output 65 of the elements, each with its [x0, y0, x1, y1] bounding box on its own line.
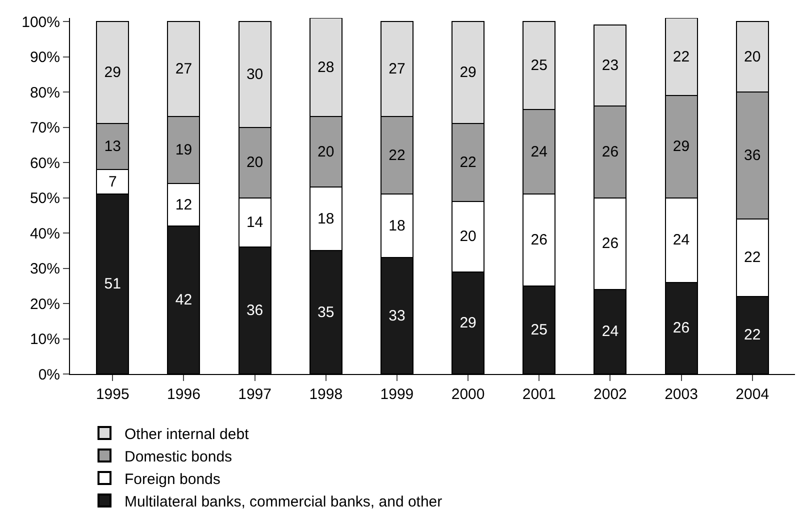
y-tick-label: 60% — [30, 154, 60, 172]
data-label: 23 — [602, 57, 619, 74]
data-label: 35 — [318, 304, 334, 321]
data-label: 36 — [744, 146, 761, 164]
data-label: 20 — [744, 48, 761, 66]
x-tick-label: 1998 — [309, 386, 343, 403]
x-tick-label: 2000 — [451, 386, 485, 403]
data-label: 36 — [246, 302, 264, 320]
x-tick-label: 1999 — [380, 386, 414, 403]
data-label: 24 — [672, 232, 690, 249]
data-label: 28 — [318, 58, 334, 76]
data-label: 12 — [175, 196, 192, 214]
data-label: 13 — [104, 138, 121, 156]
y-tick-label: 0% — [38, 366, 60, 384]
data-label: 24 — [602, 323, 619, 340]
data-label: 19 — [175, 142, 192, 159]
data-label: 20 — [318, 143, 334, 160]
data-label: 27 — [175, 60, 192, 78]
data-label: 30 — [246, 66, 264, 83]
data-label: 29 — [672, 138, 690, 156]
data-label: 25 — [530, 57, 548, 74]
data-label: 26 — [602, 143, 619, 160]
data-label: 26 — [530, 232, 548, 249]
data-label: 20 — [460, 228, 476, 246]
data-label: 24 — [530, 143, 548, 160]
y-tick-label: 40% — [30, 225, 60, 242]
data-label: 22 — [744, 249, 761, 266]
data-label: 14 — [246, 214, 264, 231]
data-label: 22 — [672, 48, 690, 66]
data-label: 27 — [388, 60, 406, 78]
legend-label: Domestic bonds — [124, 448, 232, 466]
x-tick-label: 2002 — [594, 386, 627, 403]
data-label: 26 — [672, 320, 690, 337]
y-tick-label: 30% — [30, 260, 60, 278]
data-label: 42 — [175, 291, 192, 308]
x-tick-label: 1995 — [96, 386, 130, 403]
data-label: 22 — [744, 326, 761, 344]
x-tick-label: 1996 — [167, 386, 200, 403]
x-tick-label: 1997 — [238, 386, 272, 403]
legend-label: Multilateral banks, commercial banks, and other — [124, 493, 442, 510]
x-tick-label: 2001 — [522, 386, 556, 403]
data-label: 7 — [108, 173, 117, 190]
y-tick-label: 20% — [30, 296, 60, 313]
data-label: 18 — [388, 217, 406, 234]
data-label: 29 — [460, 314, 476, 332]
x-tick-label: 2004 — [736, 386, 770, 403]
data-label: 25 — [530, 321, 548, 338]
data-label: 22 — [388, 146, 406, 164]
legend-label: Foreign bonds — [124, 470, 220, 488]
data-label: 29 — [460, 64, 476, 82]
data-label: 18 — [318, 210, 334, 228]
y-tick-label: 10% — [30, 331, 60, 348]
y-tick-label: 50% — [30, 190, 60, 208]
y-tick-label: 100% — [22, 14, 60, 31]
x-tick-label: 2003 — [664, 386, 698, 403]
y-tick-label: 80% — [30, 84, 60, 102]
data-label: 22 — [460, 154, 476, 172]
data-label: 33 — [388, 307, 406, 324]
data-label: 20 — [246, 154, 264, 172]
y-tick-label: 70% — [30, 120, 60, 137]
legend-label: Other internal debt — [124, 426, 250, 443]
data-label: 26 — [602, 235, 619, 252]
data-label: 29 — [104, 64, 121, 82]
y-tick-label: 90% — [30, 49, 60, 66]
data-label: 51 — [104, 276, 121, 293]
